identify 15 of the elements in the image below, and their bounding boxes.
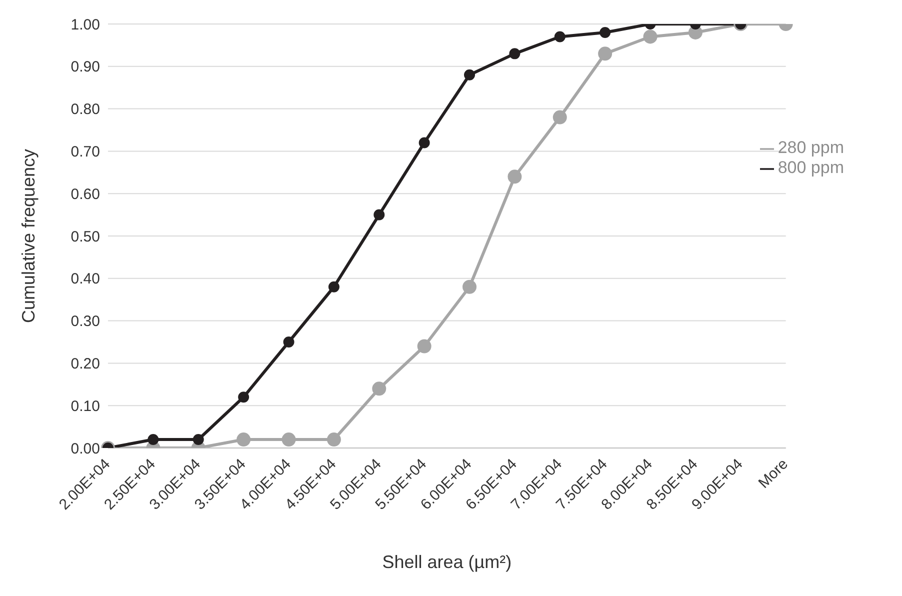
y-tick-label: 0.60: [70, 186, 100, 203]
y-tick-label: 0.20: [70, 356, 100, 373]
legend-label: 280 ppm: [778, 138, 844, 157]
y-axis-title: Cumulative frequency: [18, 148, 38, 324]
y-tick-label: 0.90: [70, 58, 100, 76]
y-tick-label: 0.00: [70, 440, 100, 458]
y-tick-label: 0.70: [70, 144, 100, 161]
x-axis-title: Shell area (µm²): [382, 552, 512, 572]
y-tick-label: 0.50: [70, 228, 100, 246]
y-tick-label: 1.00: [70, 16, 100, 34]
y-tick-label: 0.80: [70, 101, 100, 118]
y-tick-label: 0.30: [70, 313, 100, 330]
y-tick-label: 0.40: [70, 270, 100, 288]
y-tick-label: 0.10: [70, 398, 100, 415]
legend-label: 800 ppm: [778, 158, 844, 177]
